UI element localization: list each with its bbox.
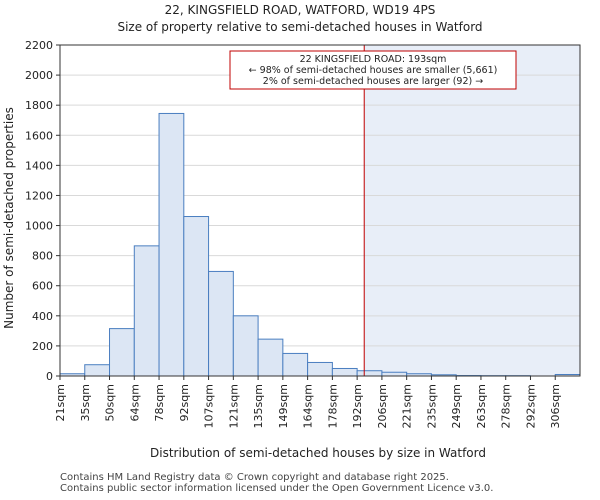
y-tick-label: 1000 <box>25 220 53 233</box>
x-tick-label: 292sqm <box>524 384 537 428</box>
x-axis: 21sqm 35sqm 50sqm 64sqm 78sqm 92sqm 107sqm 121s… <box>54 376 562 428</box>
x-tick-label: 178sqm <box>326 384 339 428</box>
footer-line-1: Contains HM Land Registry data © Crown c… <box>60 472 449 483</box>
footer-line-2: Contains public sector information licen… <box>60 483 494 494</box>
x-tick-label: 221sqm <box>401 384 414 428</box>
bar-64sqm <box>133 245 160 377</box>
y-tick-label: 2200 <box>25 39 53 52</box>
x-tick-label: 278sqm <box>500 384 513 428</box>
x-tick-label: 64sqm <box>128 384 141 421</box>
bar-35sqm <box>84 364 111 377</box>
bar-178sqm <box>331 367 358 377</box>
x-tick-label: 107sqm <box>203 384 216 428</box>
y-tick-label: 1600 <box>25 129 53 142</box>
annotation-line-1: 22 KINGSFIELD ROAD: 193sqm <box>300 54 447 65</box>
x-tick-label: 235sqm <box>425 384 438 428</box>
x-tick-label: 21sqm <box>54 384 67 421</box>
histogram-bars <box>59 112 581 377</box>
x-tick-label: 78sqm <box>153 384 166 421</box>
histogram-chart: 22, KINGSFIELD ROAD, WATFORD, WD19 4PS S… <box>2 3 581 460</box>
x-tick-label: 306sqm <box>549 384 562 428</box>
annotation-line-3: 2% of semi-detached houses are larger (9… <box>263 76 483 87</box>
bar-92sqm <box>183 216 210 377</box>
x-tick-label: 249sqm <box>450 384 463 428</box>
bar-135sqm <box>257 338 284 377</box>
annotation-box <box>229 50 517 90</box>
x-tick-label: 149sqm <box>277 384 290 428</box>
bar-164sqm <box>307 361 333 377</box>
y-tick-label: 600 <box>32 280 53 293</box>
x-tick-label: 164sqm <box>302 384 315 428</box>
x-tick-label: 92sqm <box>178 384 191 421</box>
x-axis-label: Distribution of semi-detached houses by … <box>150 446 486 460</box>
bar-192sqm <box>356 370 383 377</box>
y-tick-label: 0 <box>46 370 53 383</box>
y-tick-label: 1400 <box>25 159 53 172</box>
x-tick-label: 121sqm <box>227 384 240 428</box>
bar-121sqm <box>232 315 259 377</box>
y-tick-label: 1200 <box>25 189 53 202</box>
property-annotation: 22 KINGSFIELD ROAD: 193sqm ← 98% of semi… <box>229 50 517 90</box>
y-tick-label: 2000 <box>25 69 53 82</box>
x-tick-label: 135sqm <box>252 384 265 428</box>
y-tick-label: 400 <box>32 310 53 323</box>
annotation-line-2: ← 98% of semi-detached houses are smalle… <box>249 65 498 76</box>
bar-78sqm <box>158 112 185 377</box>
larger-properties-shade <box>364 45 580 376</box>
bar-206sqm <box>381 371 408 377</box>
x-tick-label: 35sqm <box>79 384 92 421</box>
y-tick-label: 800 <box>32 250 53 263</box>
plot-frame <box>59 44 581 377</box>
x-tick-label: 206sqm <box>376 384 389 428</box>
y-tick-label: 200 <box>32 340 53 353</box>
x-tick-label: 192sqm <box>351 384 364 428</box>
bar-50sqm <box>109 328 135 377</box>
y-tick-label: 1800 <box>25 99 53 112</box>
x-tick-label: 263sqm <box>475 384 488 428</box>
y-axis: 0 200 400 600 800 1000 1200 1400 1600 1800 2000 220… <box>25 39 60 383</box>
y-axis-label: Number of semi-detached properties <box>2 107 16 329</box>
chart-title: 22, KINGSFIELD ROAD, WATFORD, WD19 4PS <box>165 3 436 17</box>
bar-107sqm <box>208 270 234 377</box>
bar-149sqm <box>282 352 309 377</box>
chart-subtitle: Size of property relative to semi-detach… <box>117 20 482 34</box>
x-tick-label: 50sqm <box>104 384 117 421</box>
